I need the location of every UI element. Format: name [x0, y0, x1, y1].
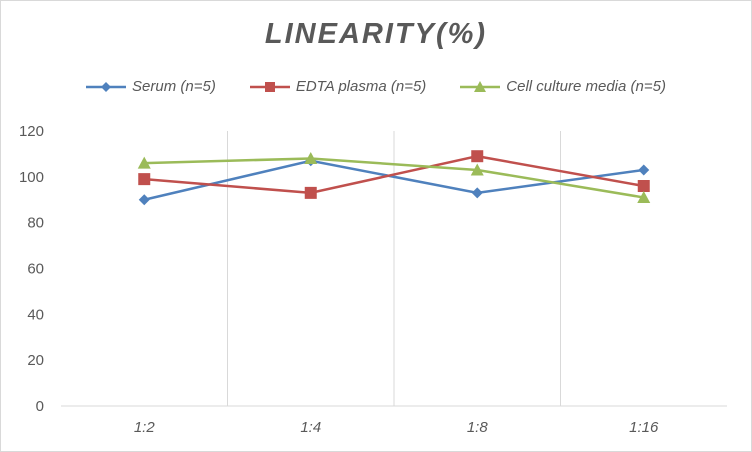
legend-label-cell-culture-media: Cell culture media (n=5) — [506, 78, 666, 95]
legend-marker-edta-plasma — [249, 81, 290, 92]
y-tick-label: 100 — [19, 169, 44, 186]
data-point-serum — [638, 164, 650, 176]
series-line-edta-plasma — [144, 154, 644, 195]
data-point-edta-plasma — [471, 150, 484, 163]
data-point-cell-culture-media — [637, 190, 651, 203]
legend-item-serum: Serum (n=5) — [86, 78, 216, 95]
legend-item-cell-culture-media: Cell culture media (n=5) — [460, 78, 666, 95]
data-point-edta-plasma — [138, 173, 151, 186]
y-tick-label: 120 — [19, 123, 44, 140]
data-point-edta-plasma — [304, 186, 317, 199]
x-tick-label: 1:16 — [629, 419, 659, 436]
y-tick-label: 0 — [36, 398, 44, 415]
data-point-serum — [471, 187, 483, 199]
data-point-serum — [138, 194, 150, 206]
series-line-cell-culture-media — [144, 157, 644, 199]
y-tick-label: 40 — [27, 306, 44, 323]
y-tick-label: 80 — [27, 215, 44, 232]
legend-marker-serum — [86, 81, 127, 92]
series-line-serum — [143, 159, 644, 201]
legend-label-serum: Serum (n=5) — [132, 78, 216, 95]
y-tick-label: 60 — [27, 261, 44, 278]
chart-legend: Serum (n=5) EDTA plasma (n=5) Cell cultu… — [0, 78, 752, 95]
data-point-cell-culture-media — [137, 156, 151, 169]
legend-marker-cell-culture-media — [460, 80, 501, 92]
legend-label-edta-plasma: EDTA plasma (n=5) — [295, 78, 427, 95]
x-tick-label: 1:4 — [300, 419, 321, 436]
data-point-cell-culture-media — [304, 152, 318, 164]
x-tick-label: 1:2 — [134, 419, 156, 436]
chart-title: LINEARITY(%) — [264, 18, 488, 50]
data-point-edta-plasma — [637, 180, 650, 192]
legend-item-edta-plasma: EDTA plasma (n=5) — [249, 78, 427, 95]
data-point-cell-culture-media — [470, 163, 484, 176]
y-tick-label: 20 — [27, 352, 44, 369]
x-tick-label: 1:8 — [467, 419, 489, 436]
